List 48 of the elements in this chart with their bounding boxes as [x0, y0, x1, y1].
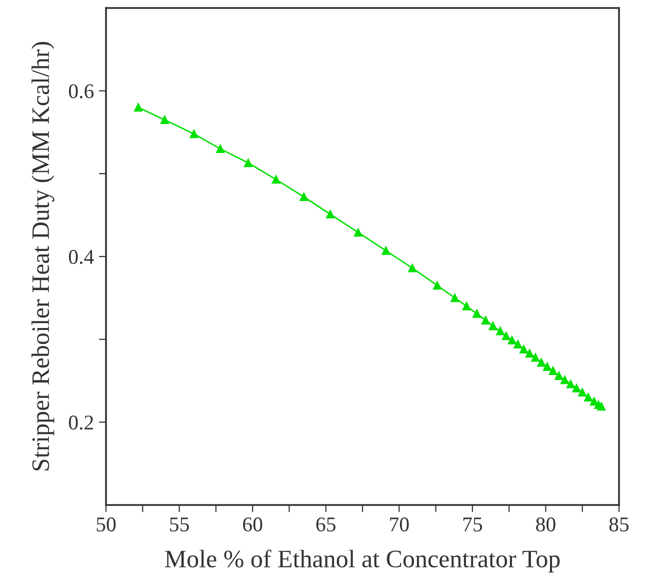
x-tick-label: 60 — [243, 517, 262, 532]
point — [160, 116, 169, 124]
x-tick-label: 50 — [96, 517, 116, 532]
y-tick-label: 0.6 — [68, 84, 94, 98]
point — [590, 397, 598, 406]
point — [272, 175, 280, 184]
point — [354, 228, 362, 237]
point — [543, 362, 552, 371]
point — [548, 366, 558, 375]
point — [382, 246, 390, 255]
point — [560, 376, 569, 384]
x-tick-label: 70 — [390, 517, 409, 532]
point — [496, 326, 504, 336]
point — [472, 309, 481, 318]
point — [578, 388, 587, 397]
point — [481, 316, 490, 324]
x-tick-label: 55 — [170, 518, 189, 532]
point — [525, 349, 534, 358]
x-tick-label: 65 — [316, 517, 336, 532]
y-tick-label: 0.4 — [68, 250, 94, 264]
point — [488, 322, 498, 330]
point — [433, 281, 442, 290]
x-tick-label: 80 — [536, 517, 556, 532]
point — [520, 345, 528, 354]
point — [216, 144, 224, 153]
point — [462, 302, 471, 310]
point — [531, 353, 540, 362]
point — [408, 264, 416, 272]
point — [450, 294, 460, 302]
point — [190, 130, 198, 138]
point — [537, 358, 546, 367]
point — [244, 158, 252, 168]
x-tick-label: 85 — [609, 517, 629, 532]
y-tick-label: 0.2 — [68, 416, 94, 430]
point — [597, 402, 606, 411]
point — [514, 340, 522, 348]
point — [572, 384, 581, 392]
y-axis-title: Stripper Reboiler Heat Duty (MM Kcal/hr) — [32, 42, 54, 470]
point — [134, 103, 142, 112]
point — [584, 393, 592, 402]
point — [566, 380, 575, 388]
point — [300, 192, 308, 202]
point — [326, 210, 334, 218]
point — [554, 372, 564, 380]
point — [508, 336, 516, 344]
point — [502, 332, 510, 340]
x-tick-label: 75 — [463, 518, 482, 532]
x-axis-title: Mole % of Ethanol at Concentrator Top — [165, 550, 560, 573]
